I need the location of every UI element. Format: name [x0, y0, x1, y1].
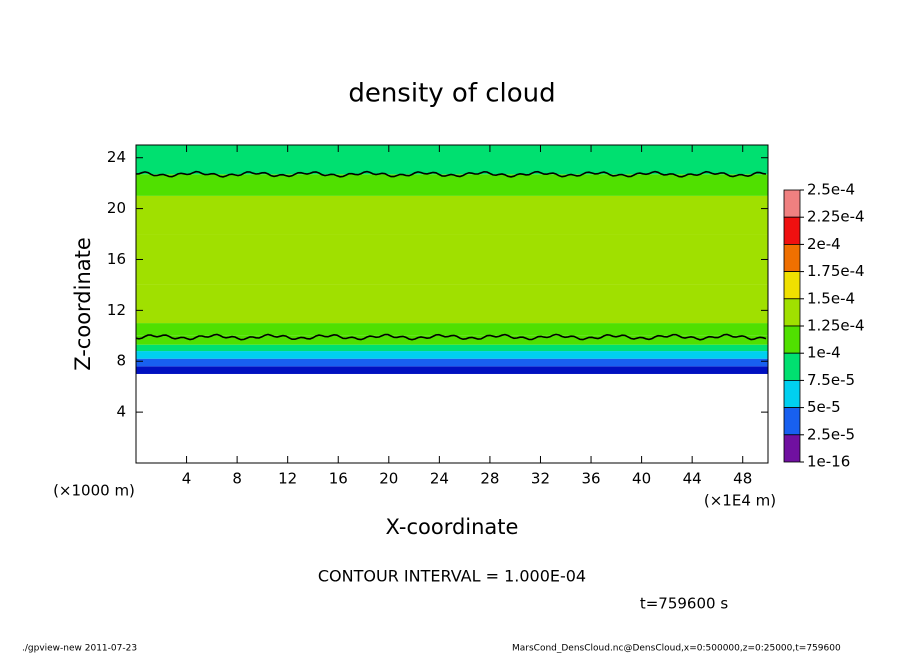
y-tick-label: 20 [107, 199, 126, 217]
colorbar-box [783, 407, 801, 436]
x-tick-label: 12 [278, 470, 297, 488]
colorbar-label: 1.75e-4 [807, 262, 865, 280]
chart-title: density of cloud [348, 79, 555, 109]
density-band [136, 344, 768, 352]
density-band [136, 358, 768, 367]
x-tick-label: 24 [430, 470, 449, 488]
x-tick-label: 16 [329, 470, 348, 488]
x-tick-label: 40 [632, 470, 651, 488]
y-tick-label: 4 [116, 403, 126, 421]
density-band [136, 351, 768, 359]
colorbar-label: 1e-4 [807, 344, 841, 362]
density-band [136, 284, 768, 324]
plot-frame [135, 144, 769, 464]
density-band [136, 174, 768, 196]
density-band [136, 323, 768, 336]
colorbar-label: 5e-5 [807, 398, 841, 416]
x-axis-label: X-coordinate [386, 515, 519, 539]
colorbar-label: 1e-16 [807, 453, 850, 471]
x-tick-label: 44 [683, 470, 702, 488]
colorbar-box [783, 298, 801, 327]
colorbar-box [783, 243, 801, 272]
colorbar-box [783, 434, 801, 463]
colorbar-label: 2.5e-5 [807, 425, 855, 443]
density-band [136, 195, 768, 235]
y-tick-label: 16 [107, 250, 126, 268]
x-tick-label: 20 [379, 470, 398, 488]
x-tick-label: 48 [733, 470, 752, 488]
density-band [136, 234, 768, 285]
colorbar-box [783, 379, 801, 408]
footer-left: ./gpview-new 2011-07-23 [22, 644, 137, 654]
colorbar-label: 2e-4 [807, 235, 841, 253]
footer-right: MarsCond_DensCloud.nc@DensCloud,x=0:5000… [512, 644, 841, 654]
y-tick-label: 8 [116, 352, 126, 370]
contour-line [135, 170, 767, 178]
contour-line [135, 333, 767, 341]
colorbar-box [783, 352, 801, 381]
colorbar-box [783, 325, 801, 354]
colorbar-label: 1.5e-4 [807, 289, 855, 307]
x-tick-label: 32 [531, 470, 550, 488]
y-tick-label: 24 [107, 148, 126, 166]
colorbar-box [783, 189, 801, 218]
y-tick-label: 12 [107, 301, 126, 319]
colorbar-label: 1.25e-4 [807, 317, 865, 335]
x-tick-label: 36 [581, 470, 600, 488]
y-axis-label: Z-coordinate [71, 237, 95, 371]
colorbar-box [783, 271, 801, 300]
density-band [136, 145, 768, 175]
x-tick-label: 28 [480, 470, 499, 488]
colorbar-label: 2.25e-4 [807, 208, 865, 226]
time-label: t=759600 s [640, 595, 728, 613]
x-tick-label: 4 [182, 470, 192, 488]
x-tick-label: 8 [232, 470, 242, 488]
contour-interval: CONTOUR INTERVAL = 1.000E-04 [318, 567, 586, 586]
density-band [136, 366, 768, 374]
colorbar-box [783, 216, 801, 245]
colorbar-label: 7.5e-5 [807, 371, 855, 389]
density-band [136, 335, 768, 345]
x-unit: (×1E4 m) [704, 492, 776, 510]
y-unit: (×1000 m) [53, 482, 135, 500]
colorbar-label: 2.5e-4 [807, 181, 855, 199]
